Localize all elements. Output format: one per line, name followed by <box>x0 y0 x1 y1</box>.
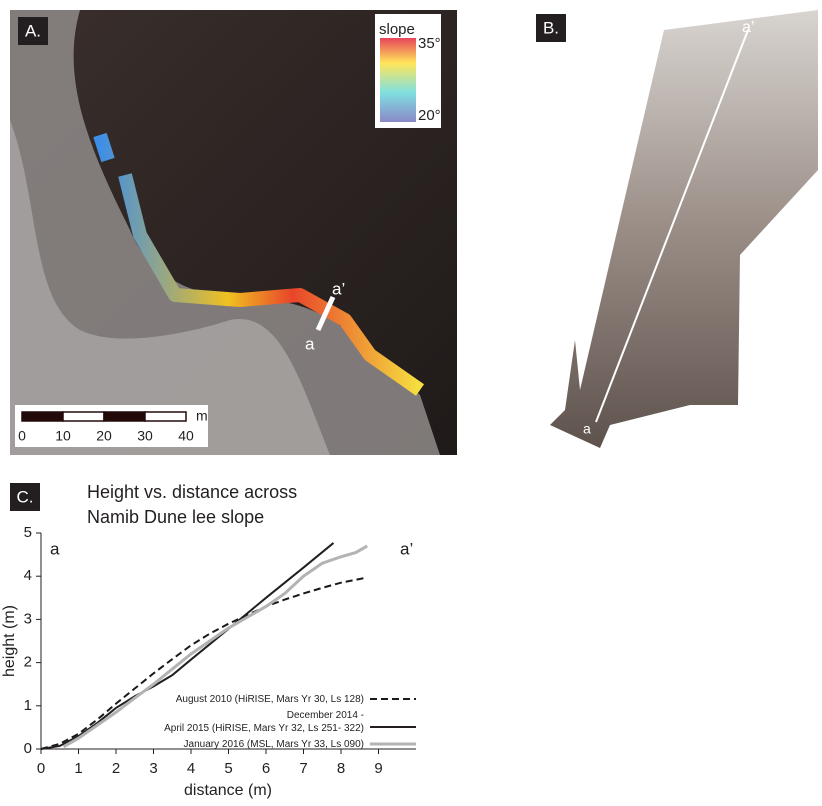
chart-title: Height vs. distance across <box>87 482 297 502</box>
scale-bar-segment <box>104 412 145 421</box>
legend-label: December 2014 -April 2015 (HiRISE, Mars … <box>164 710 364 734</box>
profile-end: a’ <box>332 279 345 298</box>
x-tick-label: 3 <box>149 760 157 777</box>
x-tick-label: 5 <box>224 760 232 777</box>
corner-label: a’ <box>400 539 413 558</box>
legend-min: 20° <box>418 107 441 124</box>
y-tick-label: 1 <box>24 697 32 714</box>
y-tick-label: 4 <box>24 567 32 584</box>
legend-title: slope <box>379 21 415 38</box>
profile-end: a’ <box>742 19 754 36</box>
x-tick-label: 4 <box>187 760 195 777</box>
scale-bar-tick-label: 20 <box>96 428 112 444</box>
x-tick-label: 1 <box>74 760 82 777</box>
terrain <box>550 10 818 448</box>
chart: C. Height vs. distance across Namib Dune… <box>1 482 416 799</box>
legend-label: January 2016 (MSL, Mars Yr 33, Ls 090) <box>184 739 364 750</box>
scale-bar-tick-label: 30 <box>137 428 153 444</box>
scale-bar-unit: m <box>196 408 208 424</box>
y-axis-label: height (m) <box>1 605 18 677</box>
scale-bar-tick-label: 40 <box>178 428 194 444</box>
y-tick-label: 3 <box>24 610 32 627</box>
y-tick-label: 2 <box>24 654 32 671</box>
panel-a: a’ a A. slope 35° 20° 0 10 20 30 40 m <box>10 10 457 455</box>
legend-label: August 2010 (HiRISE, Mars Yr 30, Ls 128) <box>176 694 364 705</box>
x-tick-label: 0 <box>37 760 45 777</box>
figure: a’ a A. slope 35° 20° 010203040 m B. a’ … <box>0 0 822 801</box>
scale-bar-tick-label: 0 <box>18 428 26 444</box>
chart-title: Namib Dune lee slope <box>87 507 264 527</box>
page: a’ a A. slope 35° 20° 010203040 m B. a’ … <box>0 0 822 806</box>
scale-bar-segment <box>63 412 104 421</box>
legend-max: 35° <box>418 35 441 52</box>
panel-label: C. <box>17 487 34 506</box>
x-axis-label: distance (m) <box>184 782 272 799</box>
x-tick-label: 8 <box>337 760 345 777</box>
x-tick-label: 7 <box>299 760 307 777</box>
y-tick-label: 5 <box>24 524 32 541</box>
x-tick-label: 6 <box>262 760 270 777</box>
profile-start: a <box>305 334 315 353</box>
scale-bar-tick-label: 10 <box>55 428 71 444</box>
panel-label: A. <box>25 21 41 40</box>
x-tick-label: 2 <box>112 760 120 777</box>
x-tick-label: 9 <box>374 760 382 777</box>
scale-bar-segment <box>22 412 63 421</box>
scale-bar-segment <box>145 412 186 421</box>
profile-start: a <box>583 421 591 437</box>
y-tick-label: 0 <box>24 740 32 757</box>
panel-b: B. a’ a <box>536 10 818 448</box>
corner-label: a <box>50 539 60 558</box>
panel-label: B. <box>543 18 559 37</box>
legend-ramp <box>380 38 416 122</box>
